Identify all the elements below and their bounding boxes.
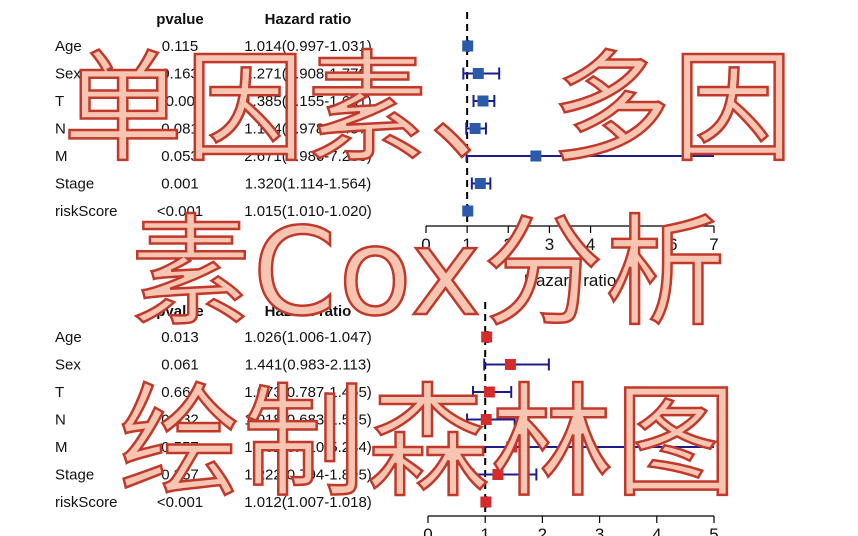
row-label: riskScore: [55, 494, 118, 511]
hazard-ratio-point: [492, 469, 504, 480]
row-pvalue: 0.061: [161, 357, 199, 374]
row-hazard-ratio: 1.026(1.006-1.047): [244, 329, 372, 346]
x-tick-label: 5: [627, 235, 636, 254]
row-label: M: [55, 439, 68, 456]
x-tick-label: 0: [423, 525, 432, 536]
x-tick-label: 4: [652, 525, 661, 536]
row-pvalue: 0.081: [161, 121, 199, 138]
x-tick-label: 1: [480, 525, 489, 536]
row-hazard-ratio: 1.012(1.007-1.018): [244, 494, 372, 511]
hazard-ratio-point: [474, 178, 486, 189]
row-label: Sex: [55, 357, 81, 374]
row-pvalue: 0.115: [162, 38, 198, 55]
x-tick-label: 7: [709, 235, 718, 254]
row-pvalue: <0.001: [157, 494, 203, 511]
row-hazard-ratio: 1.271(0.908-1.779): [244, 66, 372, 83]
row-hazard-ratio: 1.014(0.997-1.031): [244, 38, 372, 55]
hazard-ratio-point: [504, 359, 516, 370]
hazard-ratio-point: [462, 40, 474, 52]
hazard-ratio-point: [483, 386, 495, 398]
hazard-ratio-header: Hazard ratio: [265, 303, 352, 320]
row-pvalue: 0.053: [161, 148, 199, 165]
x-tick-label: 4: [586, 235, 595, 254]
row-pvalue: 0.163: [161, 66, 199, 83]
hazard-ratio-point: [472, 68, 484, 79]
x-tick-label: 3: [595, 525, 604, 536]
row-label: Sex: [55, 66, 81, 83]
row-pvalue: 0.001: [161, 176, 199, 193]
row-pvalue: 0.357: [161, 467, 199, 484]
hazard-ratio-point: [480, 414, 492, 425]
row-label: N: [55, 412, 66, 429]
hazard-ratio-point: [469, 123, 481, 134]
multivariate-forest-plot: pvalue Hazard ratio Age 0.013 1.026(1.006-1.…: [55, 302, 719, 536]
hazard-ratio-point: [530, 150, 542, 162]
hazard-ratio-point: [480, 496, 492, 508]
row-pvalue: <0.001: [157, 203, 203, 220]
row-hazard-ratio: 1.441(0.983-2.113): [245, 357, 371, 374]
x-tick-label: 2: [504, 235, 513, 254]
x-tick-label: 0: [421, 235, 430, 254]
row-pvalue: <0.001: [157, 93, 203, 110]
pvalue-header: pvalue: [156, 11, 204, 28]
row-pvalue: 0.557: [161, 439, 199, 456]
x-axis-label: Hazard ratio: [524, 271, 617, 290]
row-label: Stage: [55, 467, 94, 484]
row-label: T: [55, 384, 64, 401]
row-pvalue: 0.932: [161, 412, 199, 429]
row-hazard-ratio: 1.462(0.410-5.244): [244, 439, 372, 456]
pvalue-header: pvalue: [156, 303, 204, 320]
x-tick-label: 1: [462, 235, 471, 254]
row-pvalue: 0.013: [161, 329, 199, 346]
hazard-ratio-point: [462, 205, 474, 217]
row-label: M: [55, 148, 68, 165]
row-hazard-ratio: 1.073(0.787-1.455): [244, 384, 372, 401]
x-tick-label: 5: [709, 525, 718, 536]
x-tick-label: 3: [545, 235, 554, 254]
row-pvalue: 0.666: [161, 384, 199, 401]
hazard-ratio-point: [506, 441, 518, 453]
row-hazard-ratio: 2.671(0.986-7.235): [244, 148, 372, 165]
row-label: N: [55, 121, 66, 138]
hazard-ratio-point: [481, 331, 493, 343]
x-tick-label: 2: [538, 525, 547, 536]
univariate-forest-plot: pvalue Hazard ratio Age 0.115 1.014(0.997-1.…: [55, 11, 719, 290]
hazard-ratio-header: Hazard ratio: [265, 11, 352, 28]
row-label: T: [55, 93, 64, 110]
row-hazard-ratio: 1.320(1.114-1.564): [245, 176, 371, 193]
row-hazard-ratio: 1.222(0.794-1.895): [244, 467, 372, 484]
row-label: Age: [55, 38, 82, 55]
row-hazard-ratio: 1.018(0.683-1.515): [244, 412, 372, 429]
row-hazard-ratio: 1.385(1.155-1.661): [244, 93, 372, 110]
row-label: Age: [55, 329, 82, 346]
row-label: Stage: [55, 176, 94, 193]
row-hazard-ratio: 1.194(0.978-1.457): [244, 121, 372, 138]
row-label: riskScore: [55, 203, 118, 220]
x-tick-label: 6: [668, 235, 677, 254]
row-hazard-ratio: 1.015(1.010-1.020): [244, 203, 372, 220]
hazard-ratio-point: [477, 95, 489, 107]
